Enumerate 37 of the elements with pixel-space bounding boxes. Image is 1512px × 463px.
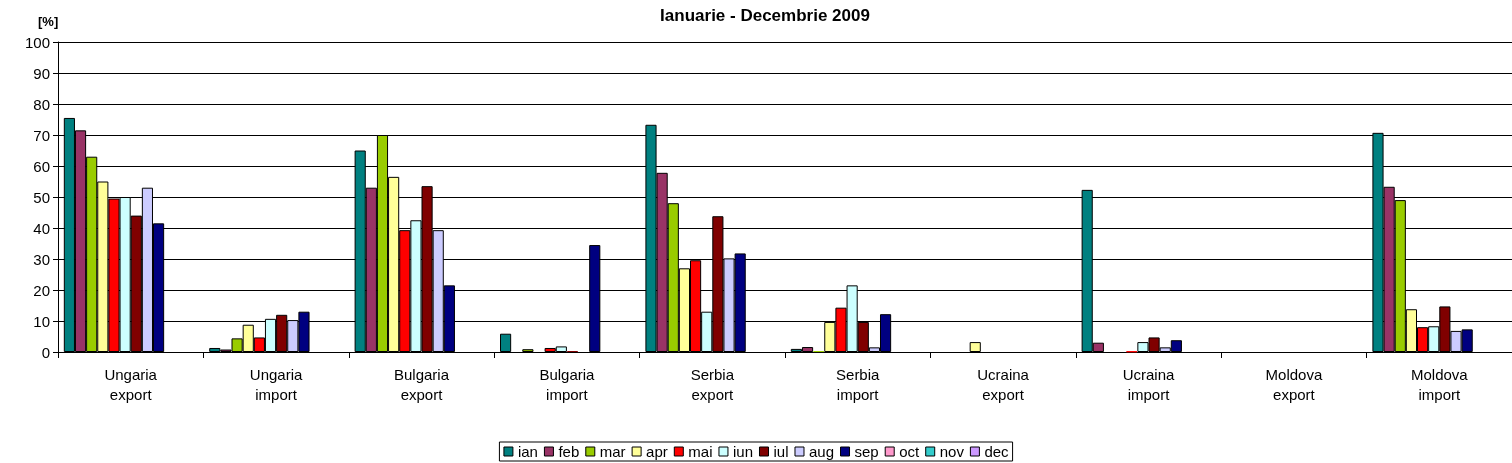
x-tick-label: Serbia export: [690, 365, 735, 403]
x-tick-label: Ucraina import: [1122, 365, 1175, 403]
bar: [500, 333, 512, 352]
y-tick-label: 70: [33, 126, 50, 144]
bar: [969, 342, 981, 352]
legend-label: mai: [688, 443, 713, 460]
y-tick-label: 30: [33, 250, 50, 268]
y-tick-label: 50: [33, 188, 50, 206]
y-tick-label: 20: [33, 281, 50, 299]
legend-label: mar: [599, 443, 626, 460]
legend-label: sep: [854, 443, 879, 460]
legend-label: iun: [732, 443, 753, 460]
x-tick-label: Serbia import: [836, 365, 881, 403]
x-tick-label: Ucraina export: [977, 365, 1030, 403]
x-tick-label: Ungaria import: [249, 365, 304, 403]
x-tick-label: Bulgaria import: [539, 365, 596, 403]
legend-label: oct: [899, 443, 921, 460]
legend-label: apr: [646, 443, 668, 460]
y-tick-label: 10: [33, 312, 50, 330]
y-tick-label: 40: [33, 219, 50, 237]
y-tick-label: 60: [33, 157, 50, 175]
chart-title: Ianuarie - Decembrie 2009: [660, 6, 870, 25]
y-tick-label: 90: [33, 64, 50, 82]
legend-label: ian: [517, 443, 538, 460]
y-tick-label: 80: [33, 95, 50, 113]
legend-label: aug: [808, 443, 835, 460]
legend-label: feb: [558, 443, 580, 460]
legend-label: dec: [984, 443, 1010, 460]
y-tick-label: 100: [24, 33, 50, 51]
x-tick-label: Moldova import: [1410, 365, 1469, 403]
x-tick-label: Ungaria export: [104, 365, 158, 403]
x-tick-label: Bulgaria export: [393, 365, 450, 403]
x-tick-label: Moldova export: [1265, 365, 1323, 403]
y-axis-title: [%]: [38, 14, 59, 29]
legend-label: nov: [939, 443, 965, 460]
legend-label: iul: [773, 443, 789, 460]
y-tick-label: 0: [41, 343, 50, 361]
